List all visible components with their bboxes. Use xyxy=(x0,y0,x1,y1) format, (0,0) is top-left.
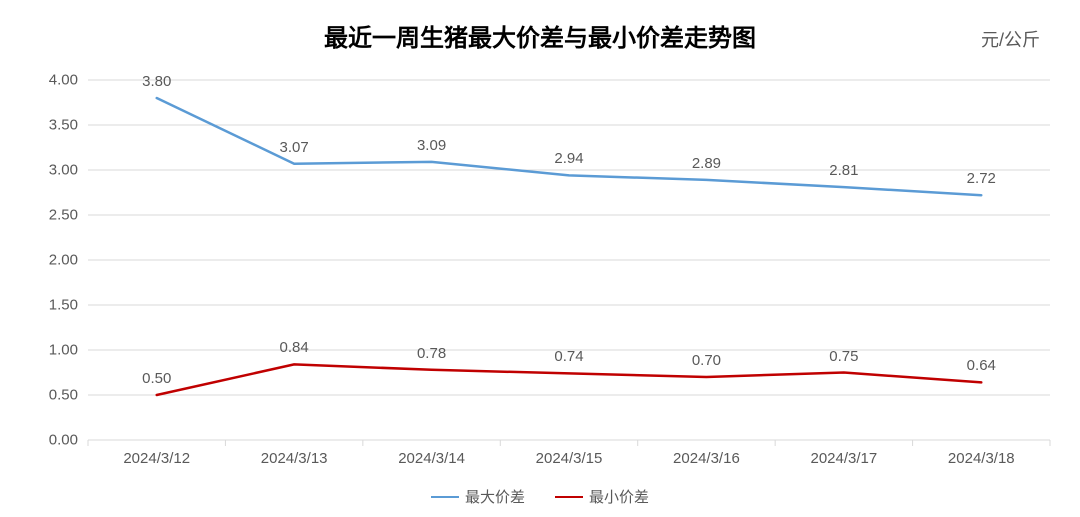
chart-legend: 最大价差 最小价差 xyxy=(0,486,1080,507)
y-tick-label: 4.00 xyxy=(49,72,78,89)
data-point-label: 0.64 xyxy=(967,357,996,374)
data-point-label: 2.94 xyxy=(554,150,583,167)
x-tick-label: 2024/3/15 xyxy=(536,450,603,467)
legend-item: 最大价差 xyxy=(431,486,525,507)
data-point-label: 3.09 xyxy=(417,137,446,154)
data-point-label: 0.74 xyxy=(554,348,583,365)
x-tick-label: 2024/3/12 xyxy=(123,450,190,467)
y-tick-label: 2.50 xyxy=(49,207,78,224)
legend-swatch xyxy=(555,496,583,498)
legend-label: 最大价差 xyxy=(465,486,525,507)
y-tick-label: 1.50 xyxy=(49,297,78,314)
data-point-label: 2.72 xyxy=(967,170,996,187)
line-chart: 最近一周生猪最大价差与最小价差走势图 元/公斤 0.000.501.001.50… xyxy=(0,0,1080,517)
legend-swatch xyxy=(431,496,459,498)
data-point-label: 2.89 xyxy=(692,155,721,172)
y-tick-label: 3.50 xyxy=(49,117,78,134)
y-tick-label: 3.00 xyxy=(49,162,78,179)
x-tick-label: 2024/3/13 xyxy=(261,450,328,467)
data-point-label: 3.80 xyxy=(142,73,171,90)
y-tick-label: 0.50 xyxy=(49,387,78,404)
legend-label: 最小价差 xyxy=(589,486,649,507)
data-point-label: 0.84 xyxy=(280,339,309,356)
data-point-label: 3.07 xyxy=(280,139,309,156)
data-point-label: 0.70 xyxy=(692,352,721,369)
y-tick-label: 0.00 xyxy=(49,432,78,449)
x-tick-label: 2024/3/17 xyxy=(810,450,877,467)
data-point-label: 0.75 xyxy=(829,348,858,365)
x-tick-label: 2024/3/16 xyxy=(673,450,740,467)
data-point-label: 2.81 xyxy=(829,162,858,179)
y-tick-label: 1.00 xyxy=(49,342,78,359)
x-tick-label: 2024/3/14 xyxy=(398,450,465,467)
data-point-label: 0.50 xyxy=(142,370,171,387)
x-tick-label: 2024/3/18 xyxy=(948,450,1015,467)
legend-item: 最小价差 xyxy=(555,486,649,507)
y-tick-label: 2.00 xyxy=(49,252,78,269)
data-point-label: 0.78 xyxy=(417,345,446,362)
x-axis-line xyxy=(88,440,1050,446)
